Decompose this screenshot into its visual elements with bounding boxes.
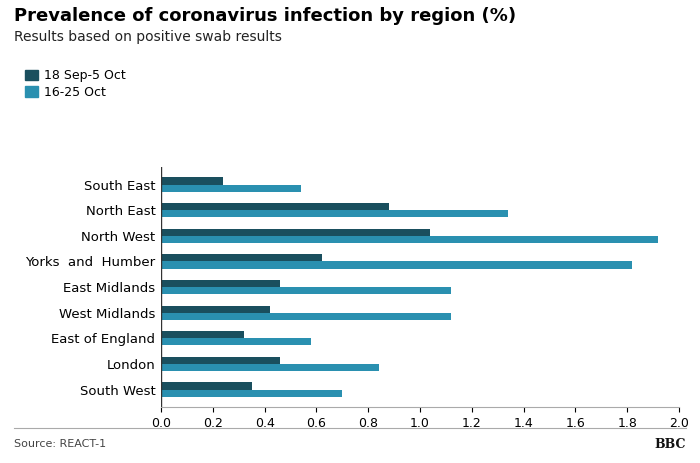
Legend: 18 Sep-5 Oct, 16-25 Oct: 18 Sep-5 Oct, 16-25 Oct bbox=[20, 64, 131, 104]
Text: Prevalence of coronavirus infection by region (%): Prevalence of coronavirus infection by r… bbox=[14, 7, 516, 25]
Bar bbox=[161, 229, 430, 236]
Text: Results based on positive swab results: Results based on positive swab results bbox=[14, 30, 282, 44]
Bar bbox=[161, 254, 321, 262]
Text: Source: REACT-1: Source: REACT-1 bbox=[14, 439, 106, 450]
Bar bbox=[161, 338, 312, 345]
Bar bbox=[161, 287, 451, 294]
Bar bbox=[161, 210, 508, 218]
Bar bbox=[161, 364, 379, 371]
Bar bbox=[161, 177, 223, 185]
Bar bbox=[161, 357, 280, 364]
Bar bbox=[161, 203, 389, 210]
Bar bbox=[161, 389, 342, 397]
Bar bbox=[161, 331, 244, 338]
Text: BBC: BBC bbox=[654, 438, 686, 451]
Bar bbox=[161, 382, 252, 389]
Bar bbox=[161, 185, 301, 192]
Bar bbox=[161, 280, 280, 287]
Bar bbox=[161, 306, 270, 313]
Bar bbox=[161, 313, 451, 320]
Bar bbox=[161, 262, 632, 269]
Bar bbox=[161, 236, 658, 243]
